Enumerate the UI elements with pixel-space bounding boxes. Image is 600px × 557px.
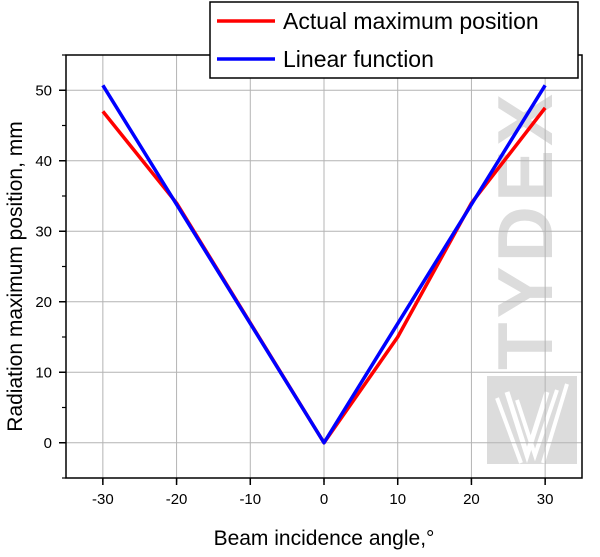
x-tick-label: 10: [389, 491, 406, 508]
x-tick-label: 20: [463, 491, 480, 508]
series-layer: [101, 84, 547, 445]
x-tick-label: -20: [166, 491, 188, 508]
legend-label: Actual maximum position: [283, 8, 539, 34]
legend-box: [209, 1, 579, 79]
axes: -30 -20 -10 0 10 20 30 0 10 20 30 40 50: [35, 54, 554, 508]
y-tick-label: 0: [44, 435, 52, 452]
watermark: TYDEX: [481, 90, 577, 464]
legend-label: Linear function: [283, 46, 434, 72]
watermark-logo-icon: [487, 376, 577, 464]
legend: Actual maximum position Linear function: [209, 1, 579, 79]
x-tick-label: -10: [239, 491, 261, 508]
x-axis-label: Beam incidence angle,°: [214, 527, 435, 550]
series-line-linear-function: [101, 84, 547, 445]
x-tick-label: -30: [92, 491, 114, 508]
x-tick-label: 30: [537, 491, 554, 508]
y-tick-label: 20: [35, 294, 52, 311]
y-tick-label: 10: [35, 364, 52, 381]
y-tick-label: 40: [35, 153, 52, 170]
y-axis-label: Radiation maximum position, mm: [4, 121, 27, 431]
x-tick-label: 0: [320, 491, 328, 508]
y-tick-label: 50: [35, 82, 52, 99]
y-tick-label: 30: [35, 223, 52, 240]
